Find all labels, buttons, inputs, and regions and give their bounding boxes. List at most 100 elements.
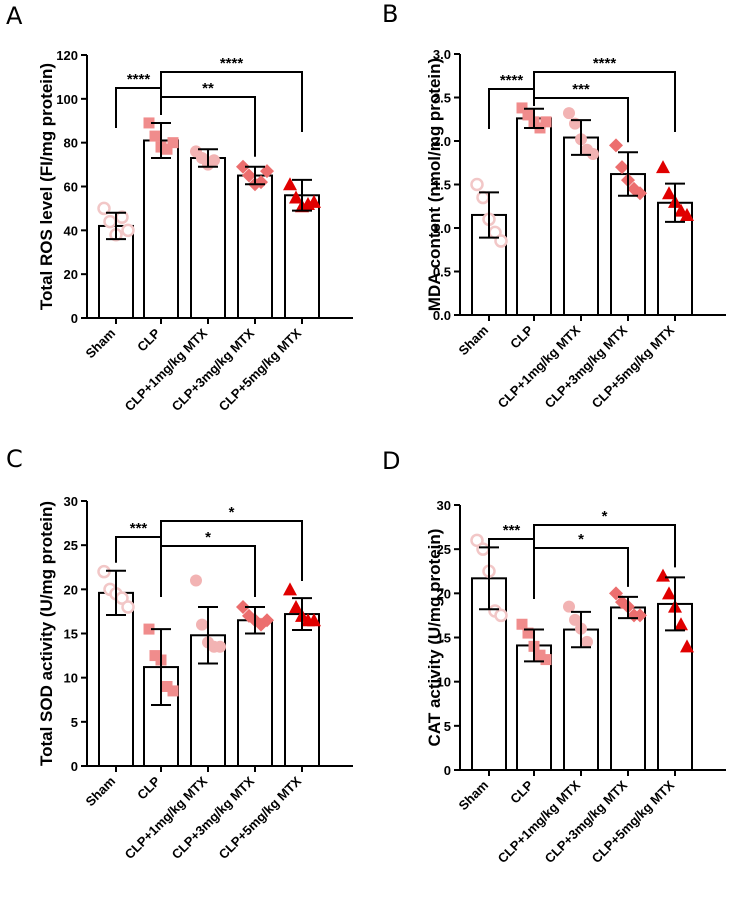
bar <box>657 602 693 772</box>
y-tick-label: 1.0 <box>433 221 451 236</box>
y-tick-label: 40 <box>64 223 78 238</box>
bar <box>516 117 552 316</box>
bar <box>143 139 179 319</box>
y-tick-label: 1.5 <box>433 178 451 193</box>
data-point <box>569 613 581 626</box>
data-point <box>563 107 575 120</box>
x-tick-label: CLP+1mg/kg MTX <box>122 773 211 862</box>
panel-letter: A <box>6 2 23 30</box>
significance-bracket <box>160 520 303 581</box>
data-point <box>587 148 599 161</box>
data-point <box>149 650 161 662</box>
x-tick-label: CLP+3mg/kg MTX <box>542 322 631 411</box>
y-tick-label: 10 <box>64 671 78 686</box>
y-tick-label: 0 <box>444 763 451 778</box>
data-point <box>494 608 508 623</box>
bar <box>284 613 320 767</box>
bar <box>237 174 273 319</box>
data-point <box>516 102 528 114</box>
significance-bracket <box>160 545 256 597</box>
x-tick-label: CLP+3mg/kg MTX <box>169 325 258 414</box>
data-point <box>662 186 676 200</box>
y-axis-label: CAT activity (U/mg protein) <box>425 529 444 747</box>
data-point <box>236 600 250 614</box>
y-tick-label: 5 <box>71 715 78 730</box>
significance-bracket <box>533 547 629 588</box>
panel-c: C 0 5 10 15 20 25 30 Total SOD activity (U/mg pr… <box>6 445 353 862</box>
x-tick-label: Sham <box>455 778 491 814</box>
significance-bracket <box>533 524 676 568</box>
data-point <box>283 177 297 191</box>
y-tick-label: 30 <box>437 498 451 513</box>
data-point <box>149 130 161 142</box>
data-point <box>236 159 250 174</box>
x-tick-label: CLP+3mg/kg MTX <box>169 773 258 862</box>
data-point <box>254 175 268 190</box>
data-point <box>143 623 155 635</box>
panel-letter: C <box>6 445 23 473</box>
data-point <box>167 685 179 697</box>
data-point <box>260 613 274 628</box>
significance-label: **** <box>220 55 244 72</box>
data-point <box>522 627 534 639</box>
data-point <box>662 586 676 600</box>
data-point <box>534 649 546 661</box>
x-tick-label: CLP+1mg/kg MTX <box>122 325 211 414</box>
significance-label: * <box>205 529 211 546</box>
significance-label: **** <box>500 72 524 89</box>
y-tick-label: 60 <box>64 180 78 195</box>
bar <box>190 157 226 319</box>
significance-label: *** <box>503 522 521 539</box>
data-point <box>242 168 256 183</box>
data-point <box>680 207 694 221</box>
bar <box>237 619 273 767</box>
data-point <box>581 635 593 648</box>
significance-label: ** <box>202 80 214 97</box>
significance-label: *** <box>130 520 148 537</box>
y-tick-label: 0.0 <box>433 308 451 323</box>
x-tick-label: Sham <box>82 326 118 362</box>
x-tick-label: CLP <box>134 773 163 802</box>
data-point <box>214 640 226 653</box>
data-point <box>615 160 629 175</box>
x-tick-label: CLP+1mg/kg MTX <box>495 777 584 866</box>
x-tick-label: CLP+5mg/kg MTX <box>216 325 305 414</box>
y-tick-label: 30 <box>64 494 78 509</box>
y-tick-label: 100 <box>56 92 78 107</box>
bar <box>563 136 599 316</box>
bar <box>516 644 552 772</box>
y-tick-label: 15 <box>437 631 451 646</box>
x-tick-label: Sham <box>82 774 118 810</box>
y-tick-label: 2.0 <box>433 134 451 149</box>
data-point <box>121 600 135 614</box>
x-tick-label: Sham <box>455 323 491 359</box>
x-tick-label: CLP+1mg/kg MTX <box>495 322 584 411</box>
data-point <box>522 109 534 121</box>
data-point <box>307 613 321 627</box>
data-point <box>516 618 528 630</box>
data-point <box>289 600 303 613</box>
significance-label: *** <box>572 81 590 98</box>
bar <box>98 591 134 767</box>
data-point <box>656 568 670 582</box>
significance-bracket <box>533 71 676 132</box>
data-point <box>161 681 173 692</box>
bar <box>610 606 646 772</box>
data-point <box>190 574 202 587</box>
data-point <box>283 582 297 596</box>
y-tick-label: 2.5 <box>433 91 451 106</box>
data-point <box>470 177 484 192</box>
y-axis-label: Total SOD activity (U/mg protein) <box>37 501 56 766</box>
data-point <box>680 639 694 653</box>
x-tick-label: CLP+3mg/kg MTX <box>542 777 631 866</box>
y-tick-label: 25 <box>64 538 78 553</box>
y-tick-label: 0 <box>71 311 78 326</box>
y-tick-label: 25 <box>437 542 451 557</box>
data-point <box>674 617 688 631</box>
y-axis-label: MDA content (nmol/mg protein) <box>425 58 444 311</box>
significance-label: **** <box>593 55 617 72</box>
x-tick-label: CLP+5mg/kg MTX <box>589 322 678 411</box>
